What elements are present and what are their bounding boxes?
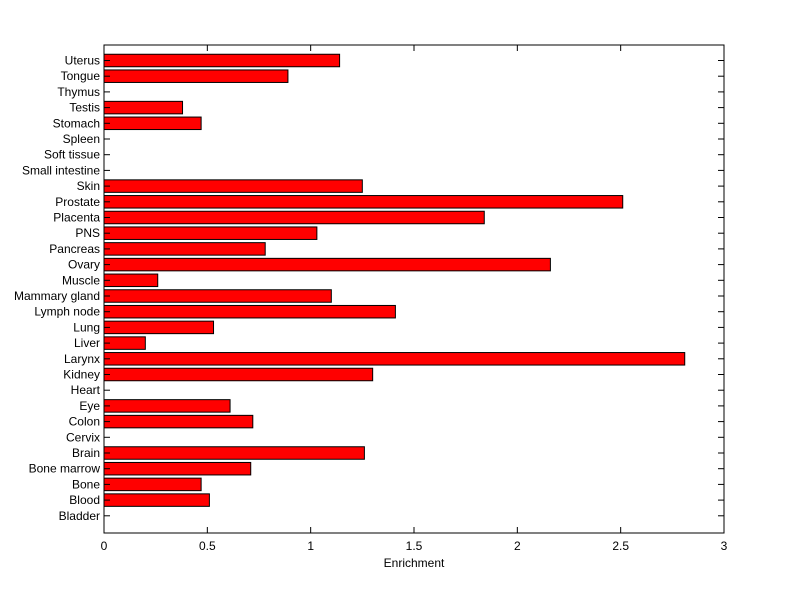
bar-colon bbox=[103, 414, 254, 429]
y-tick-label: Stomach bbox=[53, 116, 100, 130]
bar-pancreas bbox=[103, 242, 266, 256]
y-tick-label: Mammary gland bbox=[14, 289, 100, 303]
y-tick-label: Bone marrow bbox=[29, 462, 101, 476]
bar-stomach bbox=[103, 116, 202, 131]
bar-pns bbox=[103, 226, 318, 240]
x-tick-label: 2 bbox=[514, 539, 521, 553]
y-tick-label: Ovary bbox=[68, 258, 100, 272]
y-tick-label: Larynx bbox=[64, 352, 100, 366]
bar-liver bbox=[103, 336, 146, 350]
y-tick-label: Spleen bbox=[63, 132, 100, 146]
bar-testis bbox=[103, 100, 184, 115]
y-tick-label: Heart bbox=[71, 383, 101, 397]
bar-lung bbox=[103, 320, 215, 335]
bar-mammary-gland bbox=[103, 289, 332, 303]
y-tick-label: Muscle bbox=[62, 273, 100, 287]
y-tick-label: Colon bbox=[69, 415, 100, 429]
x-tick-label: 3 bbox=[721, 539, 728, 553]
y-tick-label: Lymph node bbox=[34, 305, 100, 319]
bar-skin bbox=[103, 179, 363, 193]
bar-kidney bbox=[103, 367, 374, 382]
x-axis-title: Enrichment bbox=[384, 556, 445, 570]
y-tick-label: Cervix bbox=[66, 430, 100, 444]
y-tick-label: Prostate bbox=[55, 195, 100, 209]
bar-eye bbox=[103, 399, 231, 413]
y-tick-label: Eye bbox=[79, 399, 100, 413]
bar-bone bbox=[103, 477, 202, 492]
y-tick-label: Blood bbox=[69, 493, 100, 507]
y-tick-label: PNS bbox=[75, 226, 100, 240]
plot-frame bbox=[103, 44, 725, 534]
y-tick-label: Skin bbox=[77, 179, 100, 193]
bar-ovary bbox=[103, 257, 551, 272]
y-tick-label: Bladder bbox=[59, 509, 100, 523]
y-tick-label: Small intestine bbox=[22, 163, 100, 177]
bar-larynx bbox=[103, 352, 686, 366]
x-tick-label: 2.5 bbox=[612, 539, 629, 553]
y-tick-label: Soft tissue bbox=[44, 148, 100, 162]
bar-muscle bbox=[103, 273, 159, 288]
bar-tongue bbox=[103, 69, 289, 83]
bar-blood bbox=[103, 493, 210, 507]
y-tick-label: Liver bbox=[74, 336, 100, 350]
x-tick-label: 1 bbox=[307, 539, 314, 553]
bar-uterus bbox=[103, 53, 341, 68]
y-tick-label: Uterus bbox=[65, 54, 100, 68]
y-tick-label: Lung bbox=[73, 320, 100, 334]
y-tick-label: Thymus bbox=[57, 85, 100, 99]
x-tick-label: 0 bbox=[101, 539, 108, 553]
y-tick-label: Placenta bbox=[53, 211, 100, 225]
y-tick-label: Kidney bbox=[63, 368, 100, 382]
bar-lymph-node bbox=[103, 304, 396, 319]
bar-placenta bbox=[103, 210, 485, 225]
y-tick-label: Pancreas bbox=[49, 242, 100, 256]
bar-prostate bbox=[103, 195, 624, 209]
bar-bone-marrow bbox=[103, 461, 252, 476]
y-tick-label: Testis bbox=[69, 101, 100, 115]
y-tick-label: Tongue bbox=[61, 69, 101, 83]
x-tick-label: 1.5 bbox=[406, 539, 423, 553]
x-tick-label: 0.5 bbox=[199, 539, 216, 553]
y-tick-label: Brain bbox=[72, 446, 100, 460]
x-axis-ticks: 0 0.5 1 1.5 2 2.5 3 bbox=[101, 45, 728, 553]
bar-brain bbox=[103, 446, 365, 460]
y-tick-label: Bone bbox=[72, 477, 100, 491]
